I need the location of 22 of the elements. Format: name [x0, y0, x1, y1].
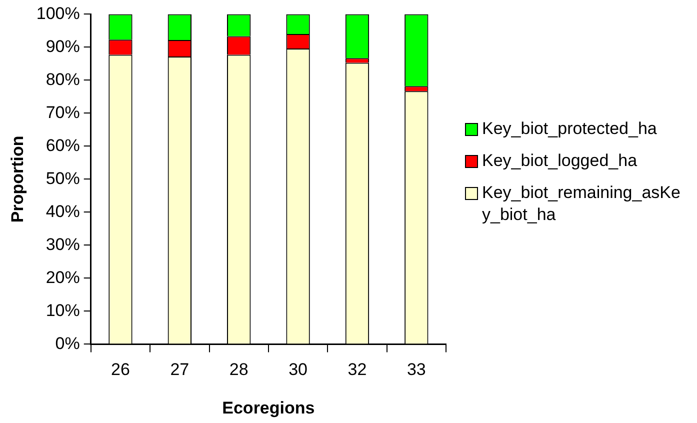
x-tick-label: 30	[288, 360, 308, 380]
legend-label: Key_biot_logged_ha	[482, 150, 638, 172]
y-tick-label: 90%	[46, 36, 80, 56]
x-tick-label: 28	[229, 360, 248, 380]
y-tick-label: 50%	[46, 168, 80, 188]
y-tick-label: 80%	[46, 70, 80, 89]
x-tick-label: 26	[111, 360, 130, 380]
legend-label: Key_biot_remaining_asKey_biot_ha	[482, 182, 682, 226]
x-axis-title: Ecoregions	[222, 398, 315, 418]
y-tick-label: 40%	[46, 202, 80, 221]
y-axis-title: Proportion	[8, 136, 27, 223]
y-tick-label: 100%	[36, 4, 80, 23]
x-tick-label: 33	[406, 360, 426, 380]
y-tick-label: 10%	[46, 300, 80, 320]
y-tick-label: 60%	[46, 136, 80, 155]
y-tick-label: 20%	[46, 268, 80, 287]
y-tick-label: 0%	[55, 334, 80, 353]
legend-label: Key_biot_protected_ha	[482, 118, 658, 140]
x-tick-label: 27	[170, 360, 190, 380]
y-tick-label: 70%	[46, 102, 80, 122]
x-tick-label: 32	[348, 360, 367, 380]
y-tick-label: 30%	[46, 234, 80, 254]
